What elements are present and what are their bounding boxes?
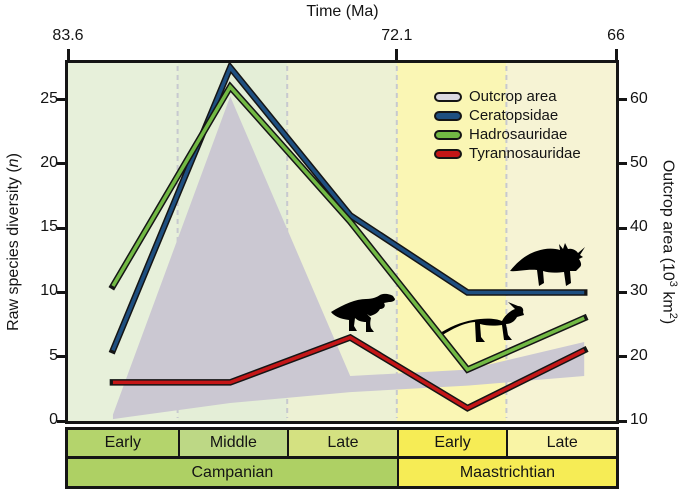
- plot-canvas: [108, 63, 589, 420]
- top-axis-title: Time (Ma): [306, 3, 379, 20]
- left-tick-label-5: 5: [49, 346, 58, 364]
- legend-item-tyrannosauridae: Tyrannosauridae: [434, 144, 581, 163]
- right-tick-mark: [619, 162, 627, 166]
- substage-label: Middle: [209, 434, 257, 451]
- substage-cell-late-campanian: Late: [287, 430, 397, 456]
- tyrannosaurid-silhouette: [331, 293, 395, 332]
- left-tick-mark: [57, 98, 65, 102]
- legend: Outcrop area Ceratopsidae Hadrosauridae …: [434, 87, 581, 163]
- top-tick-mark: [66, 49, 70, 60]
- stage-row: Campanian Maastrichtian: [65, 456, 619, 489]
- stage-label: Campanian: [191, 463, 274, 481]
- hadrosaurid-silhouette: [437, 302, 524, 342]
- substage-cell-late-maastrichtian: Late: [506, 430, 616, 456]
- top-tick-label-83.6: 83.6: [52, 27, 84, 44]
- legend-item-hadrosauridae: Hadrosauridae: [434, 125, 581, 144]
- left-tick-label-10: 10: [40, 282, 58, 300]
- top-tick-mark: [614, 49, 618, 60]
- right-tick-label-20: 20: [630, 346, 648, 364]
- left-tick-mark: [57, 226, 65, 230]
- top-tick-mark: [395, 49, 399, 60]
- stage-cell-maastrichtian: Maastrichtian: [396, 459, 616, 486]
- left-tick-mark: [57, 162, 65, 166]
- top-tick-label-66: 66: [607, 27, 625, 44]
- legend-label: Tyrannosauridae: [469, 145, 581, 162]
- substage-label: Late: [327, 434, 359, 451]
- ceratopsid-silhouette: [510, 243, 585, 286]
- right-tick-label-50: 50: [630, 153, 648, 171]
- tyrannosauridae-swatch: [434, 148, 462, 159]
- left-tick-label-25: 25: [40, 89, 58, 107]
- substage-label: Early: [104, 434, 142, 451]
- right-tick-label-10: 10: [630, 411, 648, 428]
- substage-row: Early Middle Late Early Late: [65, 427, 619, 459]
- right-tick-label-30: 30: [630, 282, 648, 300]
- hadrosauridae-swatch: [434, 129, 462, 140]
- stage-cell-campanian: Campanian: [68, 459, 397, 486]
- substage-label: Early: [434, 434, 471, 451]
- legend-label: Hadrosauridae: [469, 126, 568, 143]
- right-tick-mark: [619, 290, 627, 294]
- left-axis-title: Raw species diversity (n): [5, 102, 27, 382]
- left-tick-label-15: 15: [40, 218, 58, 236]
- plot-area: [65, 60, 619, 424]
- tyrannosauridae-line: [112, 335, 585, 411]
- substage-label: Late: [546, 434, 578, 451]
- legend-item-outcrop-area: Outcrop area: [434, 87, 581, 106]
- substage-cell-early-campanian: Early: [68, 430, 178, 456]
- right-tick-mark: [619, 419, 627, 423]
- left-tick-label-0: 0: [49, 411, 58, 428]
- substage-cell-early-maastrichtian: Early: [396, 430, 507, 456]
- ceratopsidae-line: [111, 64, 585, 351]
- substage-cell-middle-campanian: Middle: [177, 430, 288, 456]
- outcrop-area-swatch: [434, 91, 462, 102]
- top-tick-label-72.1: 72.1: [381, 27, 413, 44]
- right-tick-label-60: 60: [630, 89, 648, 107]
- right-tick-mark: [619, 355, 627, 359]
- right-tick-label-40: 40: [630, 218, 648, 236]
- right-axis-title: Outcrop area (103 km2): [657, 102, 679, 382]
- hadrosauridae-line: [111, 83, 585, 372]
- legend-item-ceratopsidae: Ceratopsidae: [434, 106, 581, 125]
- left-axis-title-text: Raw species diversity (: [5, 167, 22, 331]
- right-tick-mark: [619, 226, 627, 230]
- ceratopsidae-swatch: [434, 110, 462, 121]
- stage-label: Maastrichtian: [459, 463, 555, 481]
- outcrop-area-band: [112, 96, 585, 420]
- left-tick-mark: [57, 290, 65, 294]
- left-tick-mark: [57, 355, 65, 359]
- legend-label: Ceratopsidae: [469, 107, 559, 124]
- left-tick-mark: [57, 419, 65, 423]
- right-axis-title-close: ): [659, 318, 677, 325]
- right-tick-mark: [619, 98, 627, 102]
- legend-label: Outcrop area: [469, 88, 557, 105]
- left-tick-label-20: 20: [40, 153, 58, 171]
- geologic-time-footer: Early Middle Late Early Late Campanian M…: [65, 427, 619, 489]
